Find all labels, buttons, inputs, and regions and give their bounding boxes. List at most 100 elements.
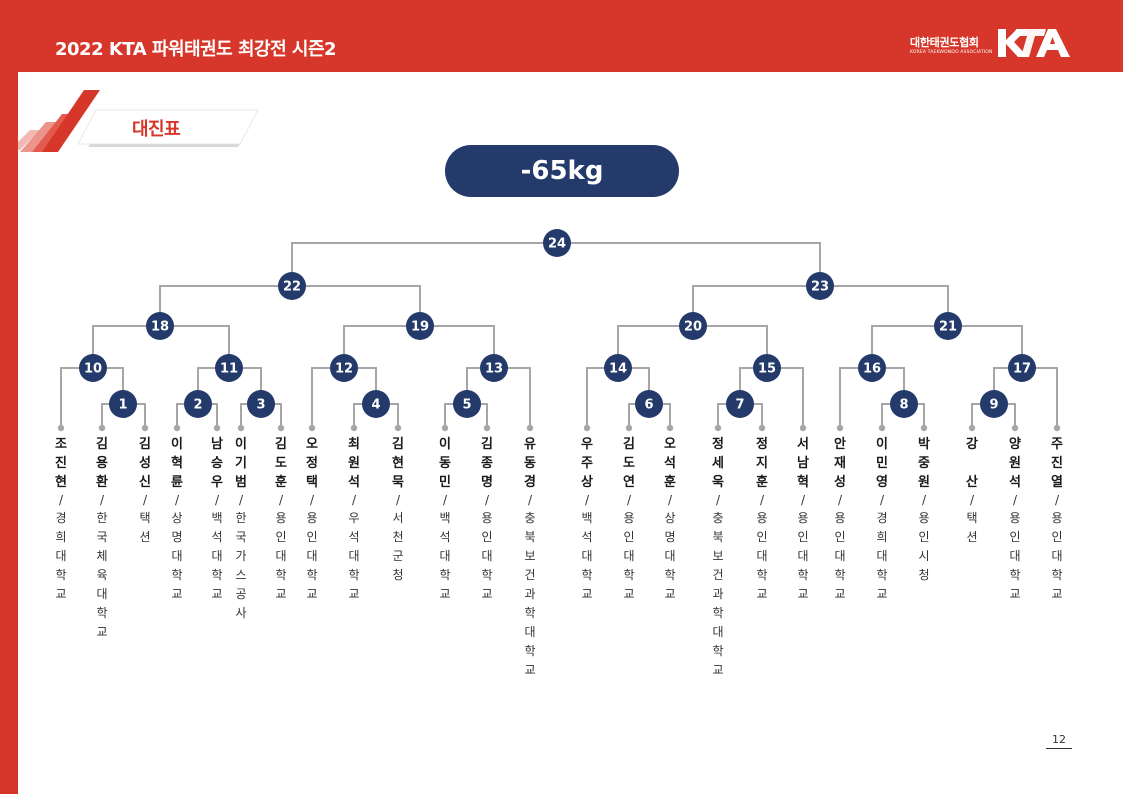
player-entry: 유 동 경 / 충 북 보 건 과 학 대 학 교 [518, 435, 542, 680]
player-entry: 주 진 열 / 용 인 대 학 교 [1045, 435, 1069, 604]
player-entry: 이 기 범 / 한 국 가 스 공 사 [229, 435, 253, 623]
section-tag-decoration [18, 90, 259, 152]
player-entry: 오 석 훈 / 상 명 대 학 교 [658, 435, 682, 604]
name-separator: / [238, 493, 244, 507]
player-entry: 이 혁 륜 / 상 명 대 학 교 [165, 435, 189, 604]
name-separator: / [351, 493, 357, 507]
player-entry: 안 재 성 / 용 인 대 학 교 [828, 435, 852, 604]
logo-english-text: KOREA TAEKWONDO ASSOCIATION [910, 50, 993, 55]
player-entry: 김 도 연 / 용 인 대 학 교 [617, 435, 641, 604]
name-separator: / [759, 493, 765, 507]
header-bar: 2022 KTA 파워태권도 최강전 시즌2 대한태권도협회 KOREA TAE… [0, 0, 1123, 72]
name-separator: / [99, 493, 105, 507]
name-separator: / [1012, 493, 1018, 507]
section-tag-label: 대진표 [132, 119, 181, 140]
name-separator: / [58, 493, 64, 507]
weight-class-badge: -65kg [445, 145, 679, 197]
player-entry: 남 승 우 / 백 석 대 학 교 [205, 435, 229, 604]
name-separator: / [174, 493, 180, 507]
name-separator: / [800, 493, 806, 507]
name-separator: / [527, 493, 533, 507]
player-entry: 정 세 욱 / 충 북 보 건 과 학 대 학 교 [706, 435, 730, 680]
page-number: 12 [1046, 733, 1072, 749]
name-separator: / [969, 493, 975, 507]
name-separator: / [395, 493, 401, 507]
player-entry: 김 용 환 / 한 국 체 육 대 학 교 [90, 435, 114, 642]
player-entry: 김 도 훈 / 용 인 대 학 교 [269, 435, 293, 604]
name-separator: / [584, 493, 590, 507]
name-separator: / [278, 493, 284, 507]
name-separator: / [214, 493, 220, 507]
kta-logo-mark [998, 29, 1070, 57]
player-entry: 이 민 영 / 경 희 대 학 교 [870, 435, 894, 604]
player-entry: 양 원 석 / 용 인 대 학 교 [1003, 435, 1027, 604]
name-separator: / [879, 493, 885, 507]
player-entry: 우 주 상 / 백 석 대 학 교 [575, 435, 599, 604]
name-separator: / [837, 493, 843, 507]
player-entry: 서 남 혁 / 용 인 대 학 교 [791, 435, 815, 604]
name-separator: / [442, 493, 448, 507]
name-separator: / [1054, 493, 1060, 507]
name-separator: / [921, 493, 927, 507]
player-entry: 조 진 현 / 경 희 대 학 교 [49, 435, 73, 604]
player-entry: 최 원 석 / 우 석 대 학 교 [342, 435, 366, 604]
player-entry: 김 종 명 / 용 인 대 학 교 [475, 435, 499, 604]
name-separator: / [142, 493, 148, 507]
player-entry: 강 산 / 택 션 [960, 435, 984, 547]
logo-korean-text: 대한태권도협회 [910, 36, 979, 49]
player-entry: 이 동 민 / 백 석 대 학 교 [433, 435, 457, 604]
player-entry: 김 현 묵 / 서 천 군 청 [386, 435, 410, 585]
page-title: 2022 KTA 파워태권도 최강전 시즌2 [55, 39, 337, 60]
player-entry: 정 지 훈 / 용 인 대 학 교 [750, 435, 774, 604]
name-separator: / [309, 493, 315, 507]
name-separator: / [667, 493, 673, 507]
